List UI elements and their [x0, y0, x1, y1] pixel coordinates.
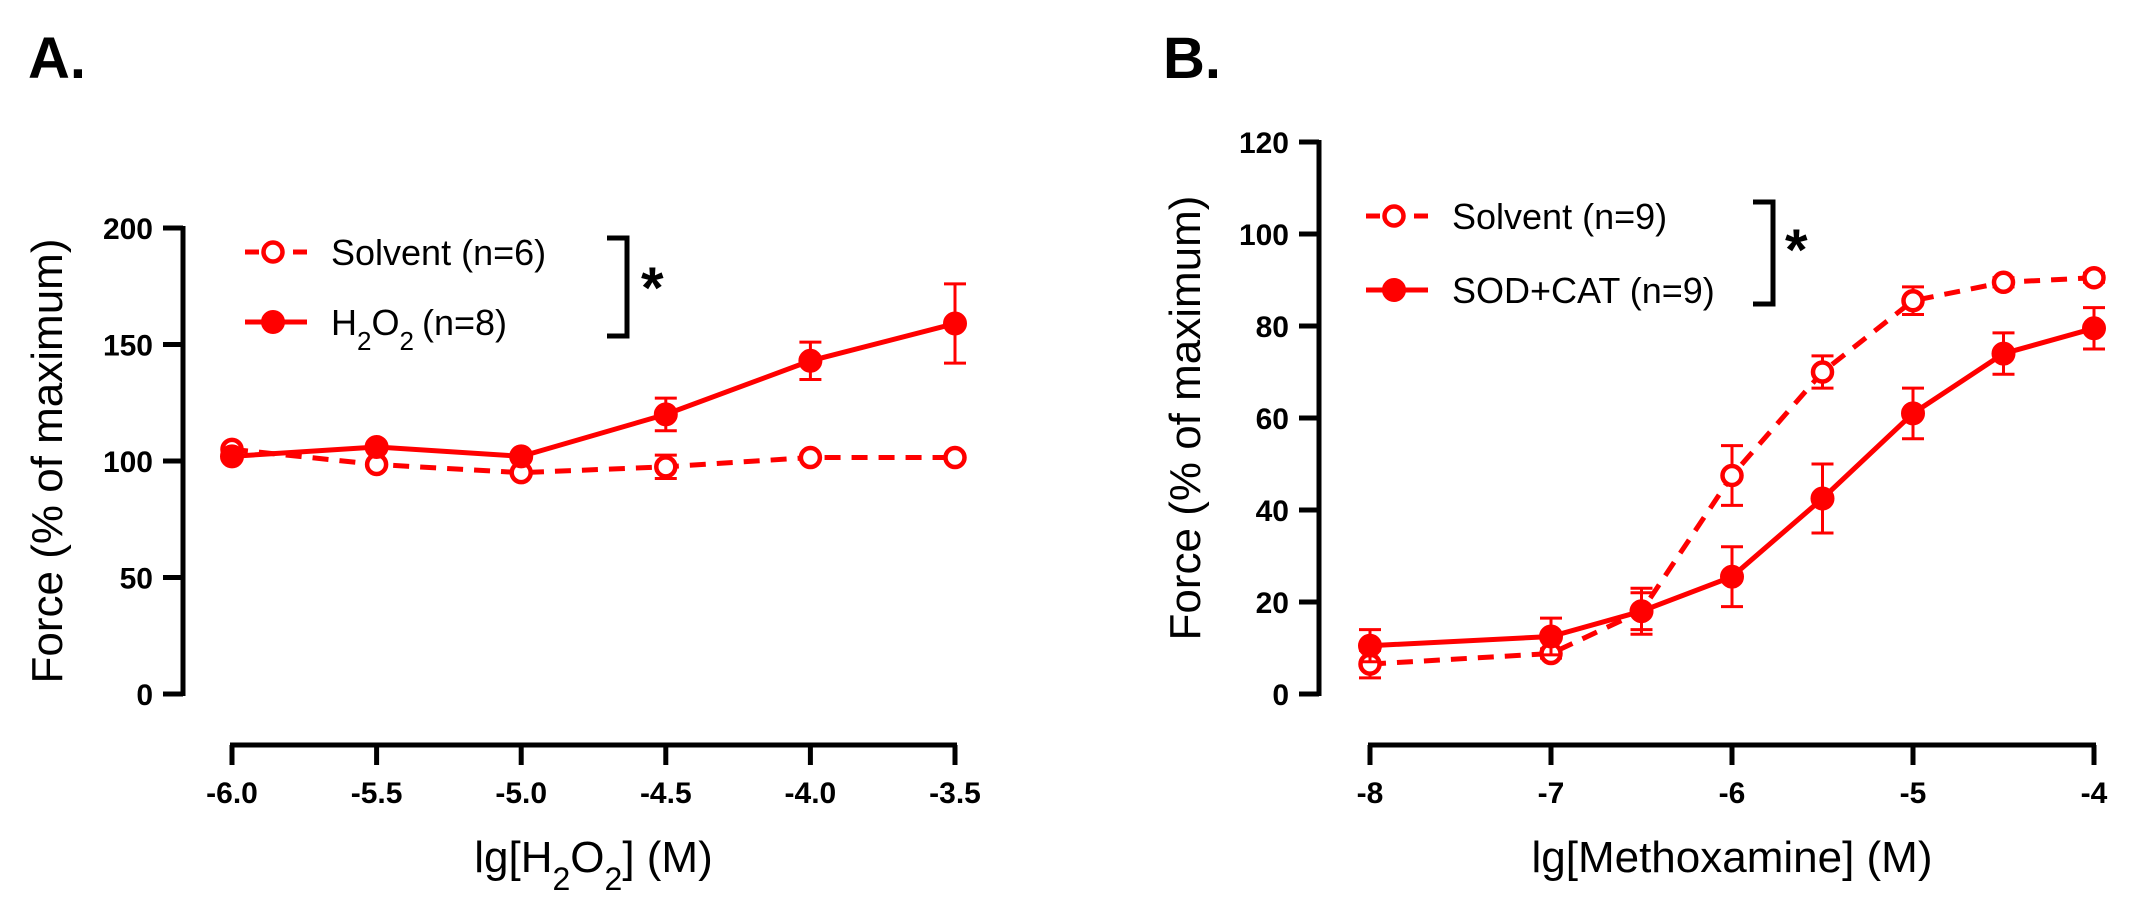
x-tick-label: -4.0	[785, 777, 837, 810]
legend-marker	[1382, 278, 1406, 302]
data-point	[1720, 463, 1744, 488]
data-point	[654, 455, 678, 479]
y-axis-title: Force (% of maximum)	[1161, 196, 1210, 641]
data-point	[943, 311, 967, 336]
legend-label: SOD+CAT (n=9)	[1452, 270, 1715, 311]
y-tick-label: 200	[103, 213, 153, 246]
significance-bracket	[1753, 199, 1776, 307]
x-tick-label: -4.5	[640, 777, 692, 810]
panel-label: B.	[1163, 26, 1221, 91]
x-tick-label: -8	[1357, 777, 1384, 810]
x-tick-label: -5.5	[351, 777, 403, 810]
y-tick-label: 20	[1256, 587, 1289, 620]
data-point	[1539, 624, 1563, 649]
data-point	[798, 348, 823, 373]
data-point	[1810, 486, 1835, 511]
x-tick-label: -5.0	[495, 777, 547, 810]
y-tick-label: 80	[1256, 311, 1289, 344]
x-tick-label: -6	[1719, 777, 1746, 810]
x-tick-label: -6.0	[206, 777, 258, 810]
series-line	[1369, 325, 2095, 649]
data-point	[1629, 599, 1654, 624]
y-tick-label: 150	[103, 330, 153, 363]
data-point	[1901, 288, 1925, 313]
y-tick-label: 0	[1272, 679, 1289, 712]
legend-label: H2O2 (n=8)	[331, 302, 507, 356]
data-point	[653, 402, 678, 427]
legend-label: Solvent (n=6)	[331, 232, 546, 273]
significance-star: *	[1785, 218, 1808, 283]
series-solvent	[220, 437, 967, 485]
x-axis-title: lg[Methoxamine] (M)	[1531, 833, 1932, 882]
y-tick-label: 120	[1239, 127, 1289, 160]
data-point	[1810, 360, 1835, 384]
series-line	[231, 446, 955, 476]
y-tick-label: 0	[136, 679, 153, 712]
x-tick-label: -3.5	[929, 777, 981, 810]
y-tick-label: 60	[1256, 403, 1289, 436]
data-point	[1991, 270, 2016, 295]
y-tick-label: 40	[1256, 495, 1289, 528]
data-point	[1720, 564, 1744, 589]
y-tick-label: 100	[1239, 219, 1289, 252]
data-point	[2082, 316, 2106, 341]
y-tick-label: 100	[103, 446, 153, 479]
panel-b: B. 0 20 40 60 80 100 120 Force (% of maximum) -8 -…	[1161, 26, 2108, 882]
series-line	[1369, 275, 2095, 667]
series-treatment	[220, 282, 967, 469]
legend-marker	[261, 240, 285, 264]
data-point	[1991, 341, 2016, 366]
legend-label: Solvent (n=9)	[1452, 196, 1667, 237]
data-point	[1358, 633, 1382, 658]
series-line	[231, 321, 956, 459]
y-axis-title: Force (% of maximum)	[23, 239, 72, 684]
significance-star: *	[641, 256, 664, 321]
data-point	[364, 435, 389, 460]
y-tick-label: 50	[120, 563, 153, 596]
legend-marker	[1382, 204, 1406, 228]
series-treatment	[1358, 306, 2106, 664]
x-tick-label: -5	[1900, 777, 1927, 810]
x-tick-label: -7	[1538, 777, 1565, 810]
panel-label: A.	[28, 26, 86, 91]
data-point	[1901, 401, 1925, 426]
data-point	[220, 444, 244, 469]
panel-a: A. 0 50 100 150 200 Force (% of maximum) -6.0 -5…	[23, 26, 981, 897]
significance-bracket	[607, 235, 630, 339]
data-point	[2082, 265, 2106, 290]
data-point	[798, 445, 823, 470]
legend-marker	[261, 310, 285, 334]
data-point	[509, 444, 534, 469]
data-point	[943, 445, 967, 470]
x-axis-title: lg[H2O2] (M)	[474, 833, 712, 897]
x-tick-label: -4	[2081, 777, 2108, 810]
series-solvent	[1358, 265, 2106, 680]
